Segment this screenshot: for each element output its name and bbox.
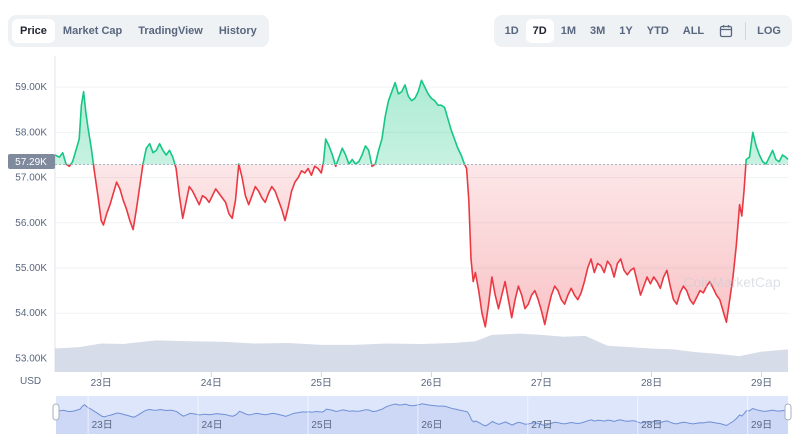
navigator-tick-label: 24日 <box>202 420 223 431</box>
navigator-line <box>55 403 789 427</box>
volume-area-shape <box>55 333 788 372</box>
y-tick-label: 53.00K <box>15 353 47 364</box>
range-ytd-button[interactable]: YTD <box>646 25 669 37</box>
price-line-above <box>54 79 789 165</box>
x-tick-label: 24日 <box>201 378 222 389</box>
current-price-tag: 57.29K <box>8 154 55 169</box>
price-line <box>54 79 789 328</box>
y-tick-label: 54.00K <box>15 308 47 319</box>
currency-label: USD <box>20 376 41 387</box>
range-1m-button[interactable]: 1M <box>560 25 577 37</box>
range-1y-button[interactable]: 1Y <box>619 25 633 37</box>
tab-price[interactable]: Price <box>12 19 55 43</box>
navigator-handle-right[interactable] <box>784 403 792 421</box>
navigator-tick-label: 26日 <box>421 420 442 431</box>
y-tick-label: 55.00K <box>15 263 47 274</box>
time-range-selector: 1D 7D 1M 3M 1Y YTD ALL LOG <box>493 15 792 47</box>
current-price-value: 57.29K <box>15 157 47 168</box>
y-tick-label: 59.00K <box>15 82 47 93</box>
divider <box>745 22 747 40</box>
navigator-handle-left[interactable] <box>52 403 60 421</box>
price-fill-above <box>55 80 788 165</box>
navigator-tick-label: 28日 <box>641 420 662 431</box>
x-tick-label: 28日 <box>641 378 662 389</box>
x-tick-label: 26日 <box>421 378 442 389</box>
y-axis: 53.00K 54.00K 55.00K 56.00K 57.00K 58.00K 59.0… <box>15 82 47 364</box>
calendar-icon[interactable] <box>715 19 737 43</box>
navigator-area <box>56 403 788 434</box>
range-3m-button[interactable]: 3M <box>590 25 606 37</box>
tab-history[interactable]: History <box>218 25 257 37</box>
current-price-tag-bg <box>8 154 55 169</box>
range-all-button[interactable]: ALL <box>682 25 705 37</box>
tab-market-cap[interactable]: Market Cap <box>62 25 123 37</box>
navigator: 23日 24日 25日 26日 27日 28日 29日 <box>52 396 792 434</box>
range-1d-button[interactable]: 1D <box>504 25 519 37</box>
y-tick-label: 57.00K <box>15 173 47 184</box>
log-scale-button[interactable]: LOG <box>757 25 781 37</box>
navigator-tick-label: 29日 <box>751 420 772 431</box>
volume-area <box>55 333 788 372</box>
x-tick-label: 25日 <box>311 378 332 389</box>
navigator-tick-label: 25日 <box>311 420 332 431</box>
navigator-tick-label: 23日 <box>92 420 113 431</box>
chart-view-tabs: Price Market Cap TradingView History <box>8 15 269 47</box>
range-7d-button[interactable]: 7D <box>525 19 554 43</box>
y-tick-label: 56.00K <box>15 218 47 229</box>
x-tick-label: 29日 <box>751 378 772 389</box>
price-line-below <box>65 164 767 328</box>
x-tick-label: 27日 <box>531 378 552 389</box>
price-fill <box>55 80 788 327</box>
x-tick-label: 23日 <box>91 378 112 389</box>
watermark: CoinMarketCap <box>683 274 780 290</box>
navigator-tick-label: 27日 <box>531 420 552 431</box>
y-tick-label: 58.00K <box>15 127 47 138</box>
price-fill-below <box>66 164 746 327</box>
x-axis: 23日 24日 25日 26日 27日 28日 29日 <box>91 372 772 389</box>
tab-tradingview[interactable]: TradingView <box>138 25 203 37</box>
